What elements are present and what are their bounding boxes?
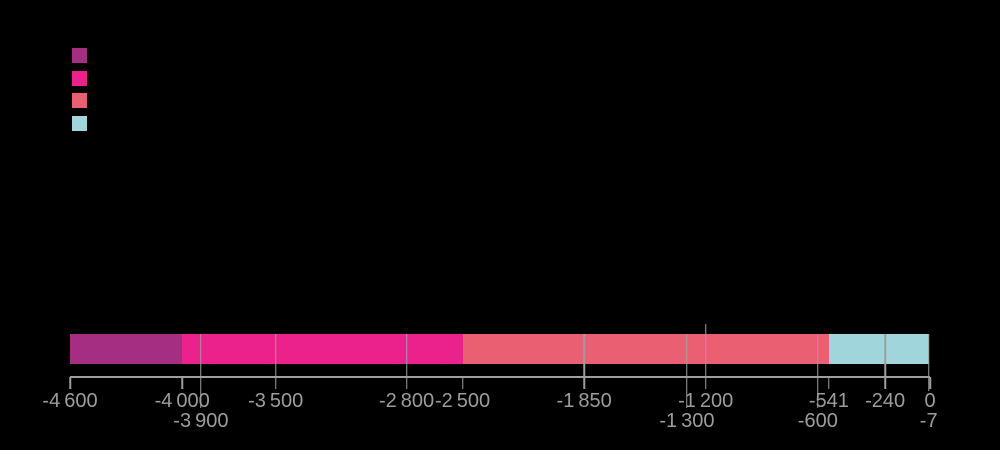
gridline--1850 xyxy=(583,334,585,389)
tick-label--2800: -2 800 xyxy=(378,390,435,412)
gridline--7 xyxy=(927,334,930,391)
tick-label--1200: -1 200 xyxy=(678,390,734,412)
gridline--600 xyxy=(817,334,819,408)
gridline--3500 xyxy=(274,334,277,389)
tick-label--3900: -3 900 xyxy=(173,410,229,432)
legend-swatch-3 xyxy=(72,93,87,109)
tick-label--1300: -1 300 xyxy=(659,410,715,432)
axis-tick--4000 xyxy=(181,377,183,389)
bar-segment-period-3 xyxy=(462,334,829,364)
tick-label--240: -240 xyxy=(865,390,906,412)
tick-label-0: 0 xyxy=(924,390,936,412)
tick-label--4000: -4 000 xyxy=(154,390,210,412)
tick-label--7: -7 xyxy=(919,410,938,432)
tick-label--541: -541 xyxy=(808,390,849,412)
gridline--3900 xyxy=(200,334,202,408)
gridline--1300 xyxy=(686,334,688,408)
axis-tick--2500 xyxy=(461,377,464,389)
legend-swatch-4 xyxy=(72,116,87,132)
bar-segment-period-2 xyxy=(182,334,463,364)
bar-segment-period-4 xyxy=(828,334,929,364)
bar-segment-period-1 xyxy=(70,334,183,364)
axis-tick--4600 xyxy=(69,377,71,389)
tick-label--4600: -4 600 xyxy=(42,390,98,412)
legend-swatch-2 xyxy=(72,70,87,86)
x-axis-line xyxy=(70,376,930,378)
gridline--2800 xyxy=(405,334,408,389)
axis-tick-0 xyxy=(929,377,931,389)
tick-label--1850: -1 850 xyxy=(556,390,612,412)
axis-tick--541 xyxy=(828,377,830,389)
gridline--240 xyxy=(884,334,886,389)
tick-label--2500: -2 500 xyxy=(435,390,491,412)
legend-swatch-1 xyxy=(72,48,87,63)
tick-label--600: -600 xyxy=(797,410,838,432)
gridline--1200 xyxy=(704,324,707,389)
tick-label--3500: -3 500 xyxy=(248,390,304,412)
